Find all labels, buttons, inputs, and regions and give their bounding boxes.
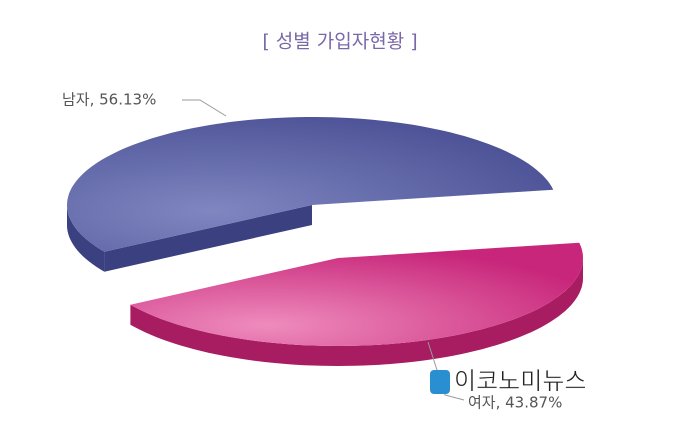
slice-side: [130, 258, 583, 366]
slice: [130, 242, 583, 346]
watermark-logo: [430, 370, 450, 394]
leader-line: [427, 341, 465, 401]
leader-line: [182, 99, 227, 117]
watermark: 이코노미뉴스: [454, 367, 586, 395]
data-label: 남자, 56.13%: [62, 91, 156, 109]
slice: [67, 117, 554, 252]
chart-title: [ 성별 가입자현황 ]: [262, 31, 417, 53]
data-label: 여자, 43.87%: [468, 394, 562, 412]
slice-side: [104, 205, 313, 272]
slice-side: [67, 205, 105, 272]
